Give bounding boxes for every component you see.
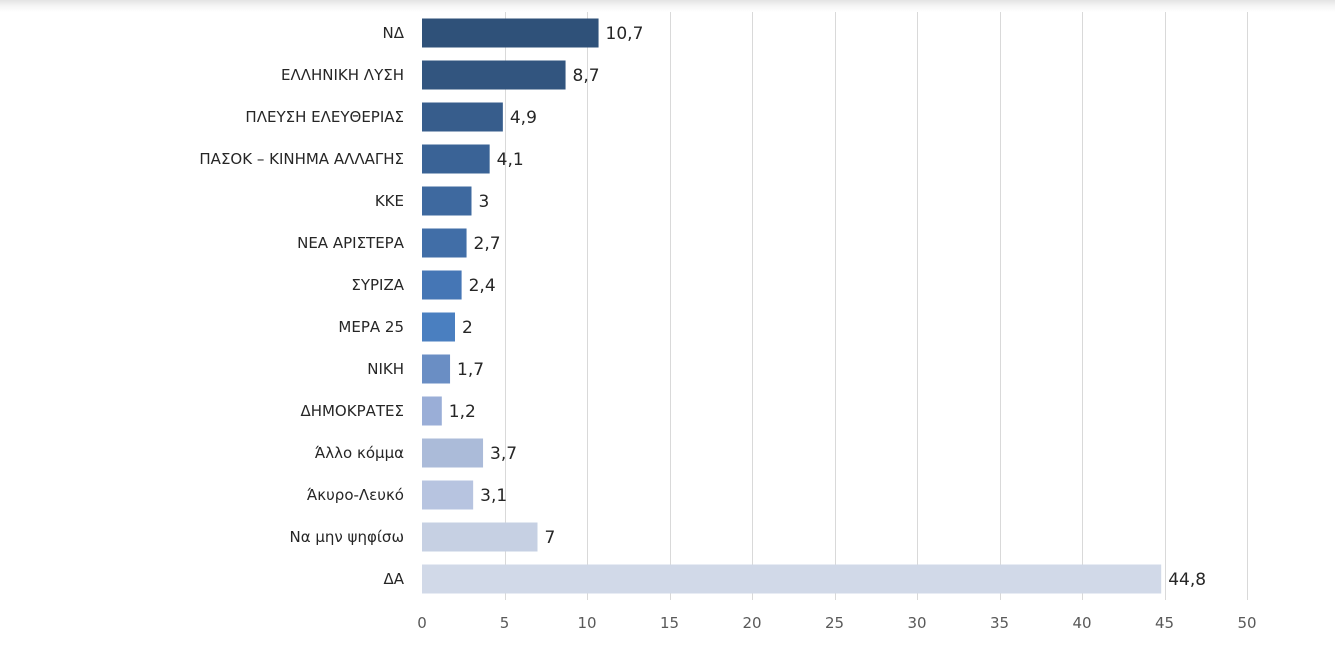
category-label: ΝΕΑ ΑΡΙΣΤΕΡΑ	[297, 234, 405, 252]
x-tick-label: 35	[990, 614, 1009, 632]
bar-12	[422, 480, 474, 510]
x-tick-label: 45	[1155, 614, 1174, 632]
x-tick-label: 25	[825, 614, 844, 632]
data-label: 1,7	[457, 360, 484, 380]
category-label: ΝΔ	[383, 24, 405, 42]
category-labels: ΝΔ ΕΛΛΗΝΙΚΗ ΛΥΣΗ ΠΛΕΥΣΗ ΕΛΕΥΘΕΡΙΑΣ ΠΑΣΟΚ – …	[199, 24, 404, 588]
x-tick-label: 0	[417, 614, 427, 632]
bar-3	[422, 102, 503, 132]
category-label: Άκυρο-Λευκό	[307, 486, 404, 504]
x-tick-label: 30	[907, 614, 926, 632]
bars	[422, 18, 1162, 594]
bar-13	[422, 522, 538, 552]
x-tick-label: 50	[1237, 614, 1256, 632]
bar-8	[422, 312, 455, 342]
category-label: ΜΕΡΑ 25	[338, 318, 404, 336]
x-tick-label: 5	[500, 614, 510, 632]
data-label: 2	[462, 318, 473, 338]
category-label: ΠΛΕΥΣΗ ΕΛΕΥΘΕΡΙΑΣ	[245, 108, 404, 126]
category-label: Να μην ψηφίσω	[289, 528, 404, 546]
data-label: 4,1	[497, 150, 524, 170]
category-label: ΔΑ	[383, 570, 404, 588]
x-tick-label: 20	[742, 614, 761, 632]
bar-4	[422, 144, 490, 174]
x-tick-label: 10	[577, 614, 596, 632]
bar-10	[422, 396, 442, 426]
bar-5	[422, 186, 472, 216]
data-label: 8,7	[573, 66, 600, 86]
data-label: 10,7	[606, 24, 644, 44]
category-label: ΝΙΚΗ	[367, 360, 404, 378]
data-label: 2,7	[474, 234, 501, 254]
data-label: 3	[479, 192, 490, 212]
x-tick-label: 15	[660, 614, 679, 632]
bar-7	[422, 270, 462, 300]
bar-1	[422, 18, 599, 48]
category-label: Άλλο κόμμα	[315, 444, 404, 462]
data-label: 3,1	[480, 486, 507, 506]
bar-14	[422, 564, 1162, 594]
data-label: 44,8	[1168, 570, 1206, 590]
bar-6	[422, 228, 467, 258]
category-label: ΠΑΣΟΚ – ΚΙΝΗΜΑ ΑΛΛΑΓΗΣ	[199, 150, 404, 168]
category-label: ΚΚΕ	[375, 192, 404, 210]
data-label: 7	[545, 528, 556, 548]
category-label: ΔΗΜΟΚΡΑΤΕΣ	[300, 402, 404, 420]
data-label: 1,2	[449, 402, 476, 422]
data-label: 3,7	[490, 444, 517, 464]
value-labels: 10,7 8,7 4,9 4,1 3 2,7 2,4 2 1,7 1,2 3,7 3,1 7 44,8	[449, 24, 1206, 590]
x-tick-label: 40	[1072, 614, 1091, 632]
gridlines	[505, 12, 1248, 600]
data-label: 4,9	[510, 108, 537, 128]
x-axis-ticks: 0 5 10 15 20 25 30 35 40 45 50	[417, 614, 1256, 632]
bar-2	[422, 60, 566, 90]
category-label: ΕΛΛΗΝΙΚΗ ΛΥΣΗ	[281, 66, 404, 84]
category-label: ΣΥΡΙΖΑ	[351, 276, 404, 294]
bar-9	[422, 354, 451, 384]
data-label: 2,4	[469, 276, 496, 296]
bar-11	[422, 438, 484, 468]
top-border-strip	[0, 0, 1335, 12]
